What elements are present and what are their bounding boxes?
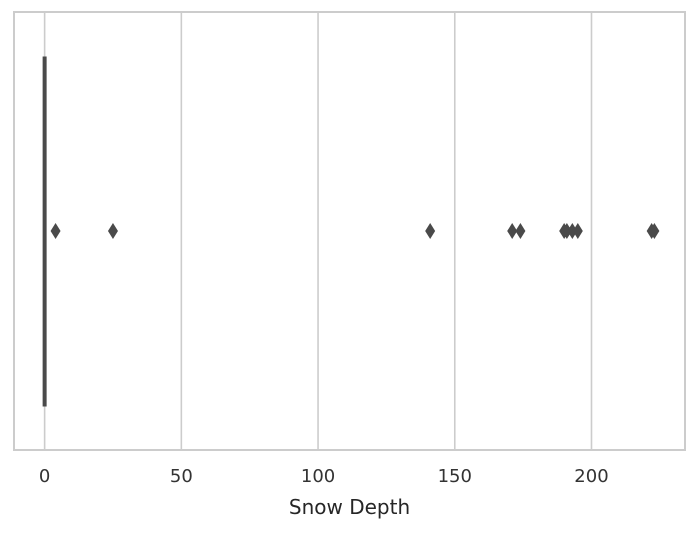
outlier-point	[425, 223, 436, 239]
outlier-point	[567, 223, 578, 239]
x-tick-label-50: 50	[170, 466, 193, 487]
plot-frame	[13, 11, 686, 451]
outlier-point	[515, 223, 526, 239]
outlier-point	[572, 223, 583, 239]
x-axis-label: Snow Depth	[289, 495, 410, 519]
outlier-point	[50, 223, 61, 239]
outlier-point	[507, 223, 518, 239]
box-series	[42, 56, 47, 407]
x-tick-label-150: 150	[438, 466, 472, 487]
outlier-point	[561, 223, 572, 239]
outlier-point	[649, 223, 660, 239]
x-tick-labels: 0 50 100 150 200	[39, 466, 609, 487]
outlier-point	[107, 223, 118, 239]
x-tick-label-200: 200	[574, 466, 608, 487]
outlier-points	[50, 223, 660, 239]
x-tick-label-0: 0	[39, 466, 50, 487]
x-tick-label-100: 100	[301, 466, 335, 487]
